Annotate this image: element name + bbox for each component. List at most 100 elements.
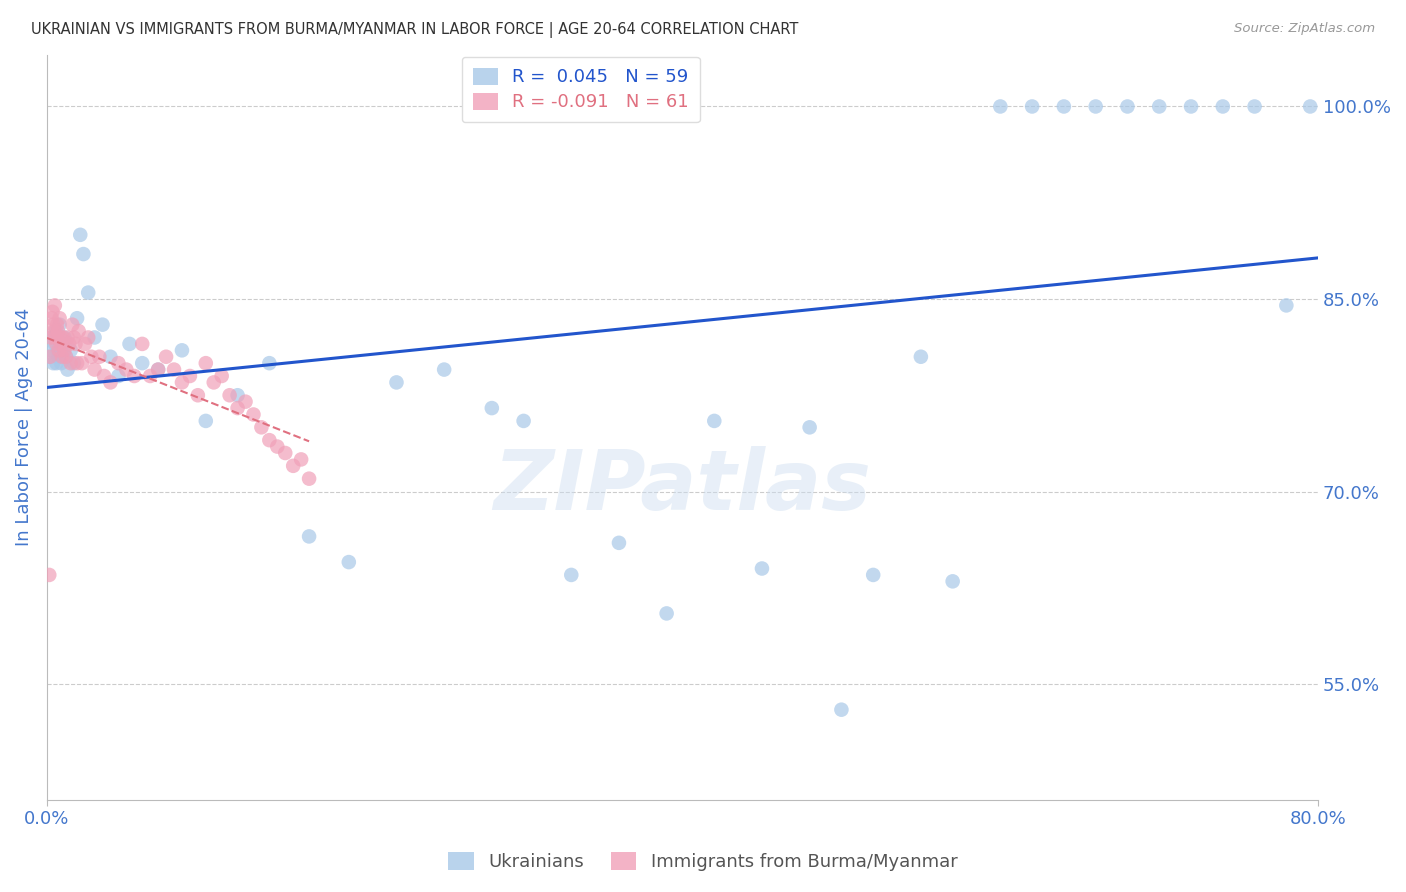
Point: [139, 369, 162, 384]
Point: [274, 446, 297, 460]
Point: [45, 356, 67, 370]
Point: [53, 343, 76, 358]
Point: [51, 356, 73, 370]
Text: UKRAINIAN VS IMMIGRANTS FROM BURMA/MYANMAR IN LABOR FORCE | AGE 20-64 CORRELATIO: UKRAINIAN VS IMMIGRANTS FROM BURMA/MYANM…: [31, 22, 799, 38]
Point: [107, 356, 129, 370]
Point: [655, 607, 678, 621]
Point: [290, 452, 312, 467]
Point: [39, 330, 62, 344]
Point: [42, 318, 65, 332]
Point: [56, 330, 79, 344]
Point: [38, 568, 60, 582]
Point: [100, 376, 122, 390]
Point: [799, 420, 821, 434]
Point: [42, 356, 65, 370]
Point: [259, 356, 281, 370]
Point: [118, 337, 141, 351]
Point: [283, 458, 305, 473]
Point: [703, 414, 725, 428]
Point: [41, 343, 63, 358]
Point: [67, 324, 90, 338]
Point: [51, 350, 73, 364]
Text: ZIPatlas: ZIPatlas: [494, 446, 872, 527]
Point: [77, 330, 100, 344]
Point: [942, 574, 965, 589]
Point: [124, 369, 146, 384]
Point: [607, 536, 630, 550]
Point: [48, 311, 70, 326]
Legend: R =  0.045   N = 59, R = -0.091   N = 61: R = 0.045 N = 59, R = -0.091 N = 61: [461, 57, 700, 122]
Point: [72, 247, 94, 261]
Point: [63, 330, 86, 344]
Point: [131, 356, 153, 370]
Text: Source: ZipAtlas.com: Source: ZipAtlas.com: [1234, 22, 1375, 36]
Point: [53, 330, 76, 344]
Point: [48, 350, 70, 364]
Point: [988, 99, 1011, 113]
Point: [146, 362, 169, 376]
Point: [1243, 99, 1265, 113]
Point: [48, 318, 70, 332]
Point: [58, 337, 80, 351]
Point: [45, 324, 67, 338]
Point: [830, 703, 852, 717]
Point: [73, 337, 96, 351]
Point: [194, 356, 217, 370]
Point: [83, 330, 105, 344]
Point: [49, 330, 72, 344]
Point: [63, 356, 86, 370]
Point: [60, 318, 83, 332]
Point: [1275, 298, 1298, 312]
Point: [41, 330, 63, 344]
Point: [46, 318, 69, 332]
Point: [211, 369, 233, 384]
Point: [560, 568, 582, 582]
Point: [170, 376, 193, 390]
Point: [44, 298, 66, 312]
Point: [298, 529, 321, 543]
Point: [1116, 99, 1139, 113]
Point: [170, 343, 193, 358]
Point: [1147, 99, 1170, 113]
Point: [1053, 99, 1076, 113]
Point: [179, 369, 201, 384]
Point: [226, 388, 249, 402]
Point: [44, 337, 66, 351]
Point: [46, 343, 69, 358]
Point: [266, 440, 288, 454]
Point: [80, 350, 103, 364]
Point: [89, 350, 111, 364]
Point: [337, 555, 360, 569]
Point: [45, 330, 67, 344]
Point: [69, 227, 91, 242]
Point: [59, 343, 82, 358]
Point: [1180, 99, 1202, 113]
Point: [56, 362, 79, 376]
Point: [1299, 99, 1322, 113]
Point: [41, 311, 63, 326]
Point: [55, 350, 77, 364]
Point: [298, 472, 321, 486]
Point: [65, 337, 87, 351]
Point: [52, 337, 75, 351]
Point: [163, 362, 186, 376]
Point: [512, 414, 534, 428]
Point: [751, 561, 773, 575]
Point: [66, 311, 89, 326]
Point: [41, 305, 63, 319]
Point: [155, 350, 177, 364]
Point: [46, 324, 69, 338]
Point: [48, 343, 70, 358]
Point: [51, 337, 73, 351]
Legend: Ukrainians, Immigrants from Burma/Myanmar: Ukrainians, Immigrants from Burma/Myanma…: [441, 846, 965, 879]
Point: [202, 376, 225, 390]
Point: [52, 330, 75, 344]
Point: [385, 376, 408, 390]
Y-axis label: In Labor Force | Age 20-64: In Labor Force | Age 20-64: [15, 309, 32, 547]
Point: [55, 350, 77, 364]
Point: [100, 350, 122, 364]
Point: [910, 350, 932, 364]
Point: [93, 369, 115, 384]
Point: [235, 394, 257, 409]
Point: [66, 356, 89, 370]
